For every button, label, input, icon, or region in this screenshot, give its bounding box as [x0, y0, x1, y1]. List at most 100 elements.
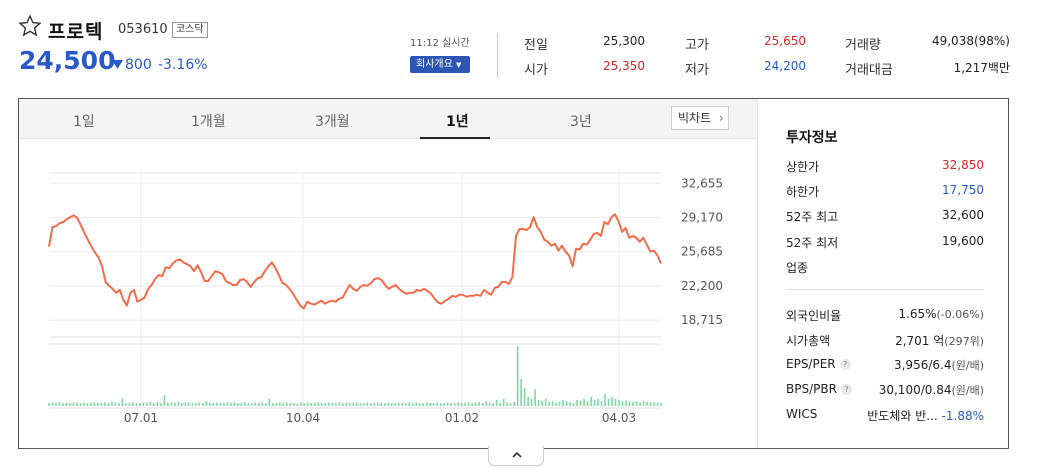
info-label: EPS/PER? [786, 357, 851, 371]
volume-bar [265, 403, 267, 406]
volume-bar [170, 402, 173, 406]
volume-bar [551, 401, 554, 406]
volume-bar [191, 403, 194, 406]
volume-bar [464, 403, 466, 406]
favorite-star-icon[interactable] [18, 14, 42, 38]
volume-bar [628, 401, 631, 406]
volume-bar [212, 403, 215, 406]
volume-bar [607, 398, 610, 406]
help-icon[interactable]: ? [839, 359, 851, 370]
volume-bar [237, 403, 239, 406]
collapse-toggle[interactable] [488, 446, 544, 466]
volume-bar [230, 403, 232, 406]
volume-bar [576, 400, 578, 406]
tab-3m[interactable]: 3개월 [315, 114, 350, 130]
volume-bar [156, 402, 159, 406]
stat-label: 전일 [524, 38, 548, 53]
volume-bar [355, 402, 358, 406]
volume-bar [125, 403, 127, 406]
invest-info-title: 투자정보 [786, 130, 838, 146]
volume-bar [618, 400, 620, 406]
volume-bar [345, 402, 348, 406]
volume-bar [390, 403, 393, 406]
volume-bar [446, 402, 449, 406]
volume-bar [348, 403, 351, 406]
volume-bar [149, 401, 152, 406]
volume-bar [611, 397, 613, 406]
volume-bar [247, 403, 250, 406]
stat-value: 25,350 [603, 59, 645, 73]
company-overview-button[interactable]: 회사개요 ▼ [410, 56, 470, 73]
volume-bar [275, 403, 278, 406]
volume-bar [565, 401, 568, 406]
volume-bar [380, 403, 383, 406]
volume-bar [289, 403, 292, 406]
volume-bar [341, 403, 344, 406]
volume-bar [502, 398, 505, 406]
price-chart: 32,655 29,170 25,685 22,200 18,715 07.01 10.0… [48, 172, 723, 425]
volume-bar [418, 403, 421, 406]
volume-bar [625, 400, 627, 406]
volume-bar [495, 400, 498, 406]
stat-label: 거래대금 [845, 63, 893, 78]
volume-bar [317, 402, 320, 406]
volume-bar [146, 402, 148, 406]
volume-bar [359, 403, 362, 406]
y-tick-label: 32,655 [681, 176, 723, 190]
volume-bar [520, 379, 522, 406]
volume-bar [261, 402, 264, 406]
y-tick-label: 29,170 [681, 211, 723, 225]
info-value[interactable]: 반도체와 반... -1.88% [867, 409, 984, 423]
volume-bar [216, 402, 218, 406]
volume-bar [460, 403, 463, 406]
volume-bar [530, 398, 533, 406]
volume-bar [334, 403, 337, 406]
x-tick-label: 07.01 [124, 411, 158, 425]
volume-bar [649, 402, 652, 406]
volume-bar [226, 402, 229, 406]
volume-bar [471, 403, 473, 406]
stock-code: 053610 [118, 22, 168, 37]
chevron-up-icon [512, 451, 522, 458]
tab-3y[interactable]: 3년 [570, 114, 592, 130]
volume-bar [51, 402, 54, 406]
volume-bar [100, 403, 103, 406]
tab-1d[interactable]: 1일 [73, 114, 95, 130]
volume-bar [163, 395, 166, 406]
volume-bar [537, 400, 540, 406]
volume-bar [632, 401, 634, 406]
volume-bar [506, 402, 508, 406]
big-chart-button[interactable]: 빅차트 › [671, 106, 729, 130]
volume-bar [104, 402, 106, 406]
volume-bar [97, 403, 99, 406]
volume-bar [177, 401, 180, 406]
volume-bar [69, 403, 71, 406]
volume-bar [160, 403, 162, 406]
stat-label: 거래량 [845, 38, 881, 53]
volume-bar [233, 402, 236, 406]
price-line [48, 213, 662, 310]
stat-value: 25,650 [764, 34, 806, 48]
volume-bar [429, 403, 431, 406]
volume-bar [195, 403, 197, 406]
help-icon[interactable]: ? [840, 384, 852, 395]
volume-bar [299, 402, 302, 406]
volume-bar [376, 402, 379, 406]
volume-bar [401, 403, 404, 406]
volume-bar [72, 402, 75, 406]
volume-bar [404, 403, 407, 406]
volume-bar [279, 402, 281, 406]
price-change: 800 [125, 57, 152, 73]
info-value: 1.65%(-0.06%) [898, 307, 984, 321]
volume-bar [541, 401, 543, 406]
volume-bar [184, 402, 187, 406]
volume-bar [639, 402, 641, 406]
volume-bar [569, 402, 571, 406]
volume-bar [167, 403, 169, 406]
price-change-pct: -3.16% [158, 57, 208, 73]
stat-value: 49,038(98%) [931, 34, 1010, 48]
volume-bar [306, 402, 309, 406]
tab-1m[interactable]: 1개월 [191, 114, 226, 130]
volume-bar [408, 402, 411, 406]
tab-1y[interactable]: 1년 [446, 114, 469, 130]
